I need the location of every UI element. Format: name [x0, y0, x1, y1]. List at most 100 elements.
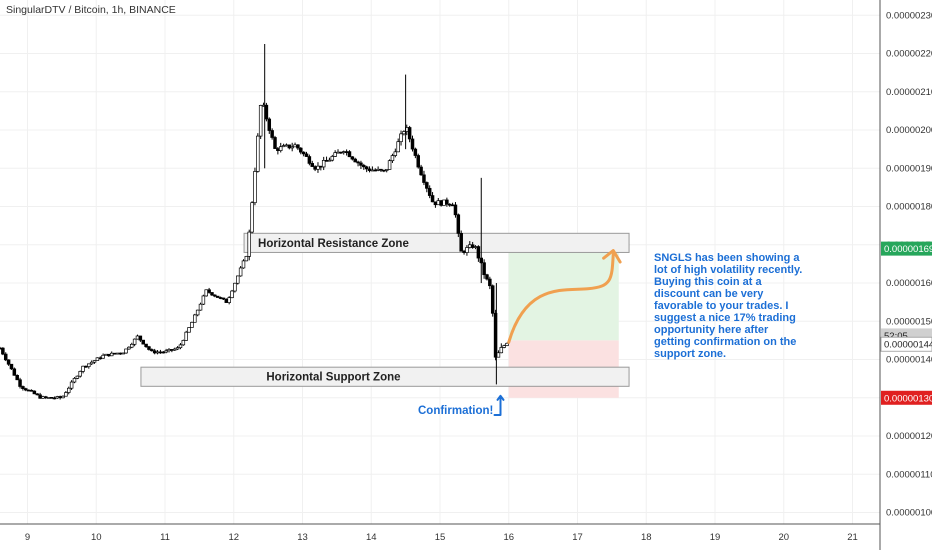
- candle-body: [224, 298, 229, 303]
- price-tick-label: 0.00000190: [886, 163, 932, 174]
- candle-body: [267, 118, 272, 131]
- candle-body: [427, 187, 432, 196]
- price-tick-label: 0.00000230: [886, 10, 932, 21]
- candle-body: [158, 351, 163, 354]
- confirmation-arrow-icon: [493, 394, 505, 416]
- time-axis[interactable]: 9 10 11 12 13 14 15 16 17 18 19 20 21: [25, 532, 858, 543]
- candle-body: [356, 161, 360, 164]
- candle-body: [370, 169, 375, 172]
- candle-body: [201, 295, 206, 305]
- candle-body: [115, 352, 120, 355]
- candle-body: [112, 352, 117, 355]
- candle-body: [58, 396, 62, 399]
- candle-body: [236, 275, 240, 284]
- candle-body: [301, 151, 306, 155]
- price-tick-label: 0.00000140: [886, 355, 932, 366]
- candle-body: [456, 214, 461, 234]
- candle-body: [64, 392, 68, 397]
- time-tick-label: 19: [710, 532, 721, 543]
- candle-body: [336, 151, 340, 154]
- candle-body: [278, 146, 283, 151]
- projection-arrow: [507, 252, 615, 344]
- candle-body: [416, 155, 420, 168]
- candle-body: [41, 396, 45, 399]
- candle-body: [238, 267, 243, 277]
- candle-body: [215, 295, 220, 298]
- candle-body: [72, 378, 77, 383]
- time-tick-label: 15: [435, 532, 446, 543]
- time-tick-label: 20: [778, 532, 789, 543]
- candle-body: [299, 147, 303, 153]
- candle-body: [447, 203, 452, 206]
- candle-body: [233, 282, 237, 292]
- support-zone: [140, 366, 630, 387]
- candle-body: [164, 350, 168, 353]
- candle-body: [193, 314, 197, 323]
- candle-body: [101, 354, 105, 359]
- candle-body: [161, 351, 166, 354]
- resistance-zone: [243, 232, 630, 253]
- candle-body: [78, 371, 82, 377]
- candle-body: [459, 233, 463, 252]
- candle-body: [109, 352, 114, 357]
- candle-body: [49, 397, 54, 399]
- candle-body: [213, 294, 217, 297]
- candle-body: [327, 159, 332, 162]
- candle-body: [98, 357, 103, 360]
- candle-body: [264, 104, 269, 120]
- candle-body: [342, 151, 346, 153]
- candle-body: [175, 347, 180, 350]
- candle-body: [210, 292, 214, 296]
- projection-arrowhead: [602, 249, 622, 264]
- candle-body: [167, 349, 171, 352]
- candle-body: [287, 144, 292, 149]
- candle-body: [35, 393, 39, 396]
- candle-body: [247, 231, 251, 257]
- support-zone-label: Horizontal Support Zone: [266, 372, 400, 384]
- candle-body: [307, 156, 312, 164]
- candle-body: [436, 200, 441, 206]
- candle-body: [181, 340, 186, 346]
- candle-body: [393, 151, 398, 156]
- price-tick-label: 0.00000100: [886, 508, 932, 519]
- candle-body: [499, 347, 504, 354]
- candle-body: [32, 390, 37, 395]
- time-tick-label: 14: [366, 532, 377, 543]
- price-axis[interactable]: 0.00000100 0.00000110 0.00000120 0.00000130…: [886, 10, 932, 518]
- candle-body: [367, 168, 372, 171]
- candle-body: [52, 397, 57, 400]
- candle-body: [422, 174, 426, 183]
- candle-body: [433, 201, 438, 206]
- candle-body: [399, 133, 403, 143]
- target-price-text: 0.00000169: [884, 244, 932, 255]
- candle-body: [430, 195, 435, 203]
- candle-body: [55, 396, 60, 399]
- candle-body: [330, 156, 335, 161]
- candle-body: [290, 146, 294, 149]
- candle-body: [362, 164, 366, 168]
- candle-body: [241, 260, 246, 269]
- candle-body: [258, 104, 263, 137]
- time-tick-label: 13: [297, 532, 308, 543]
- candle-body: [138, 335, 143, 341]
- candle-body: [293, 144, 297, 148]
- candle-body: [152, 350, 157, 354]
- price-tick-label: 0.00000160: [886, 278, 932, 289]
- candle-body: [450, 204, 455, 207]
- candle-body: [195, 309, 200, 316]
- candle-body: [150, 349, 154, 352]
- candle-body: [227, 297, 231, 303]
- candle-body: [141, 339, 145, 345]
- candle-body: [66, 387, 71, 393]
- price-tick-label: 0.00000200: [886, 125, 932, 136]
- candle-body: [3, 353, 8, 361]
- time-tick-label: 16: [503, 532, 514, 543]
- price-tick-label: 0.00000210: [886, 87, 932, 98]
- candle-body: [284, 144, 289, 147]
- candle-body: [84, 365, 88, 368]
- candle-body: [144, 343, 148, 348]
- candle-body: [147, 346, 151, 350]
- candle-body: [473, 246, 478, 248]
- price-tick-label: 0.00000180: [886, 202, 932, 213]
